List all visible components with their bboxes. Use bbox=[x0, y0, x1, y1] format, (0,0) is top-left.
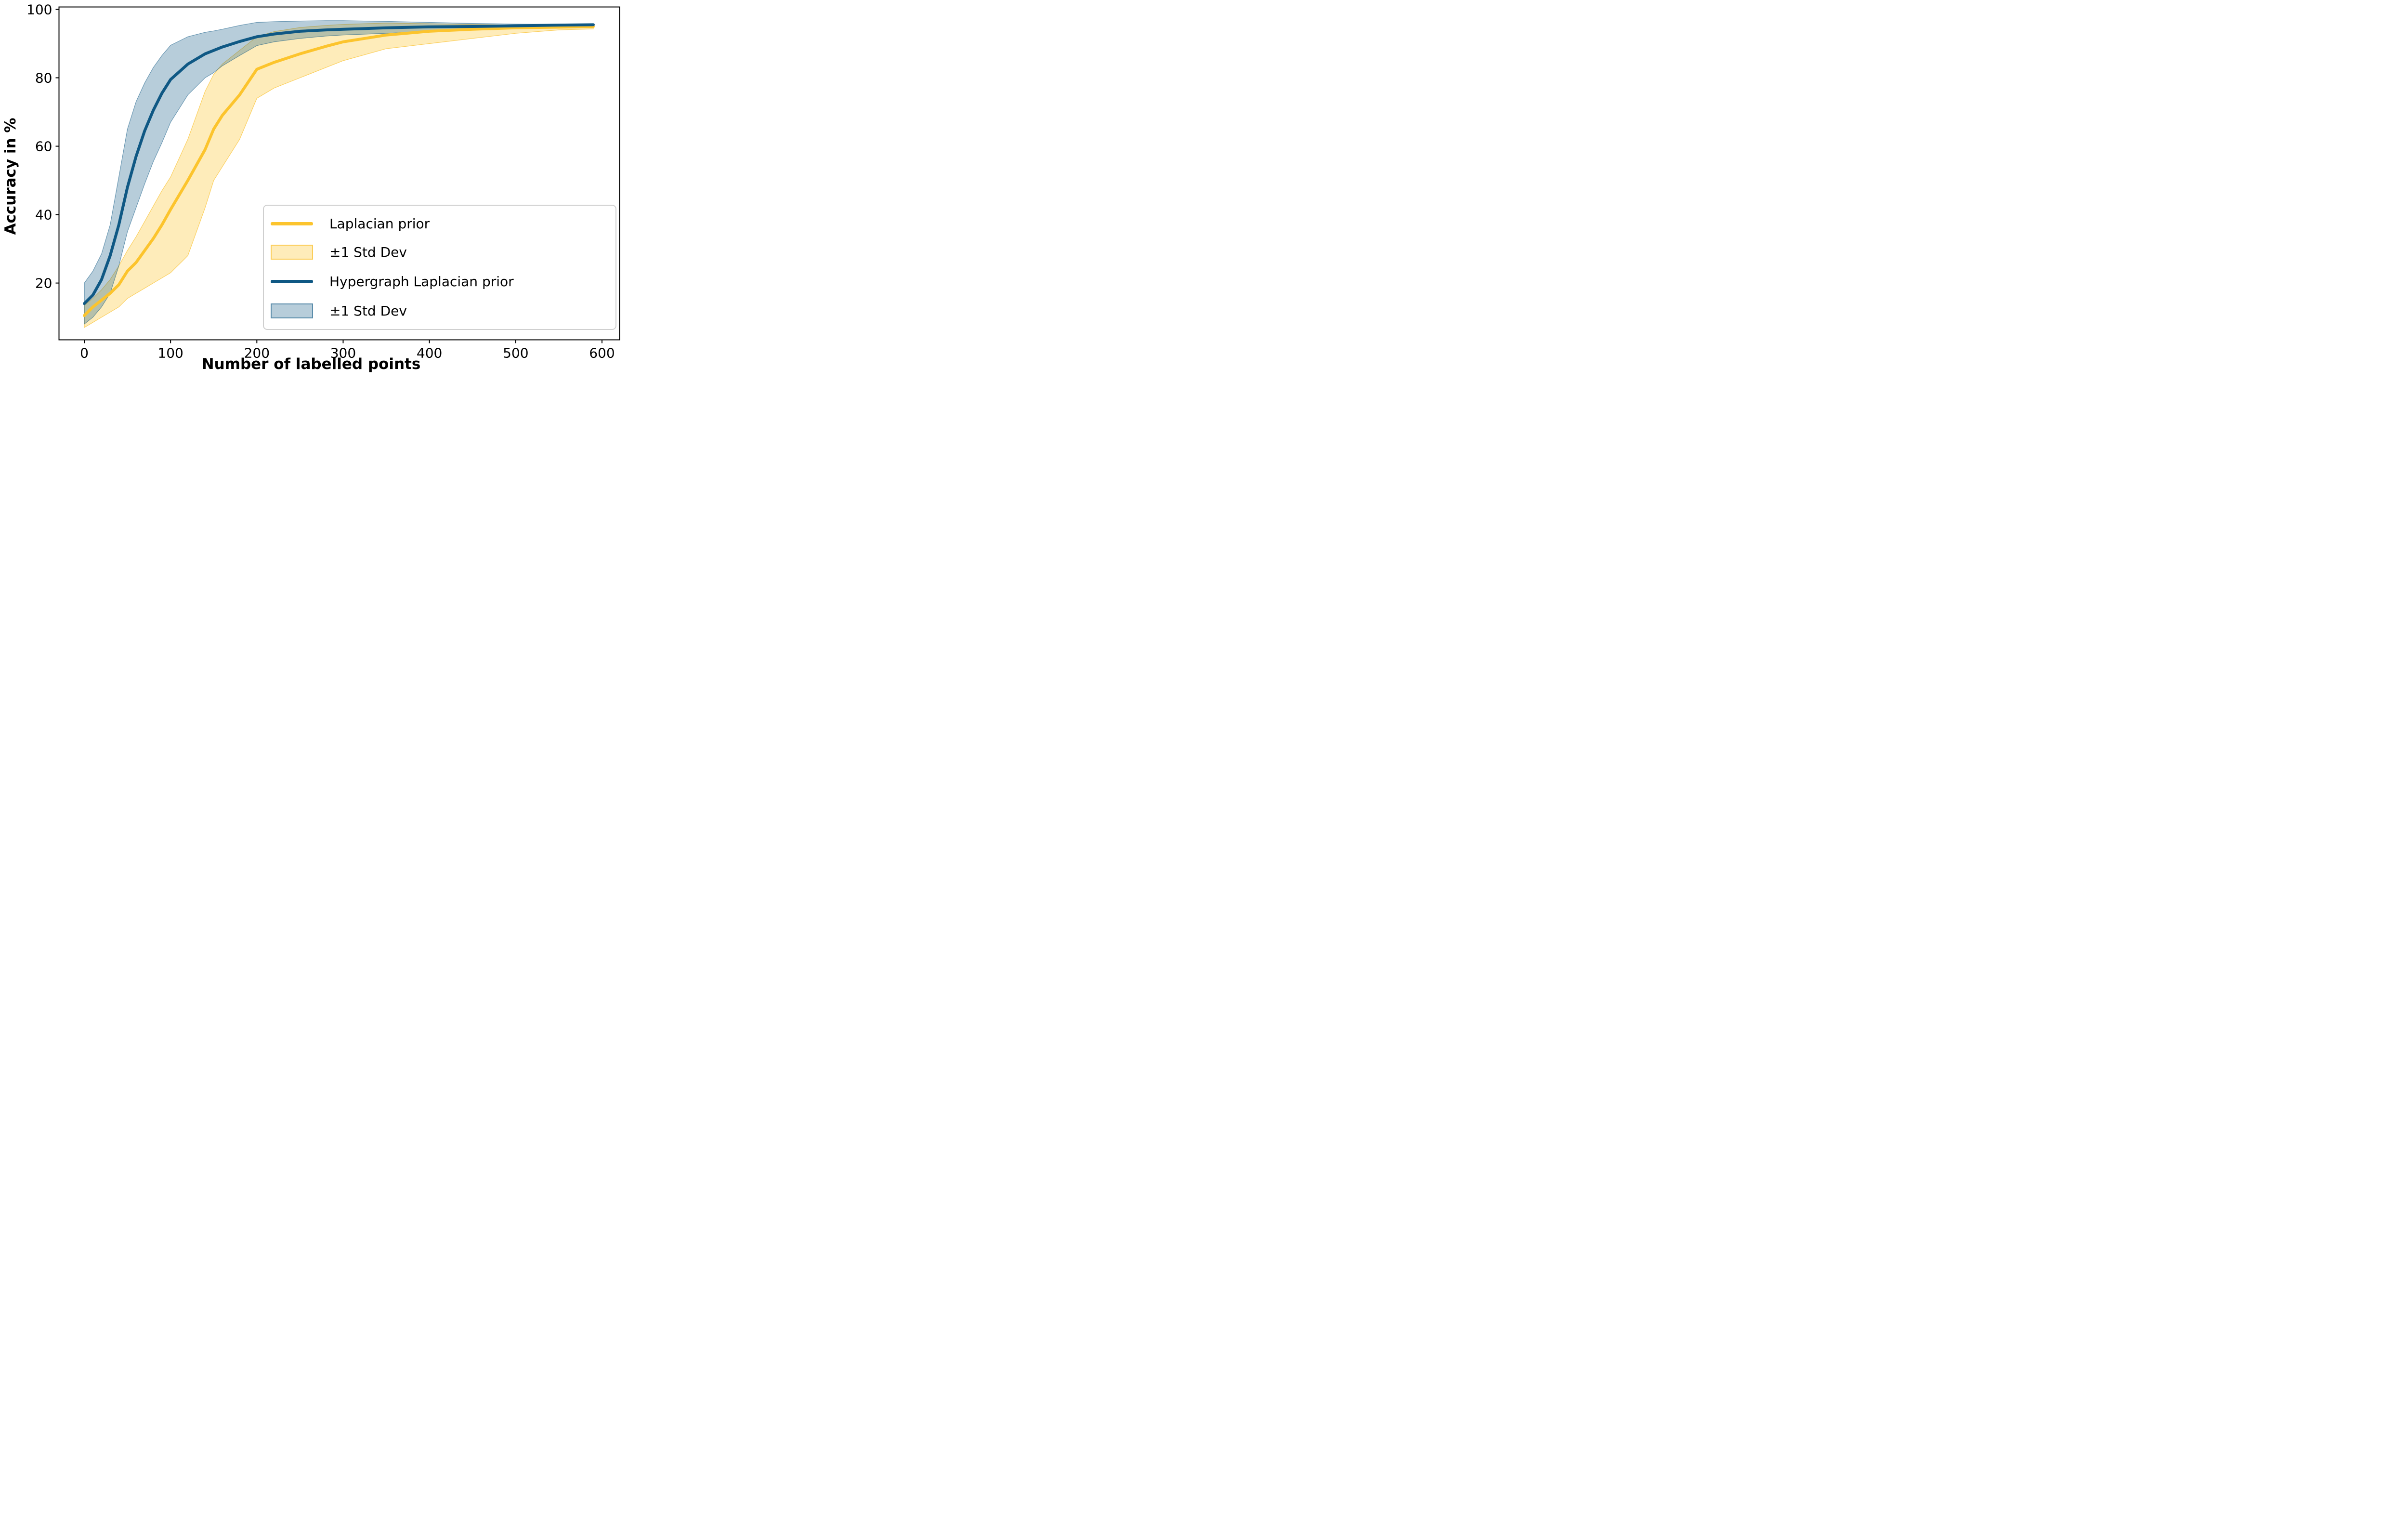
x-tick-label: 600 bbox=[589, 345, 615, 361]
x-tick-label: 0 bbox=[80, 345, 89, 361]
legend-label: ±1 Std Dev bbox=[329, 302, 407, 319]
legend-label: ±1 Std Dev bbox=[329, 244, 407, 260]
laplacian-mean-line bbox=[83, 25, 595, 317]
y-tick-label: 100 bbox=[26, 1, 52, 17]
laplacian-std-band bbox=[84, 23, 594, 328]
laplacian-line-swatch bbox=[271, 222, 313, 225]
legend-item-hypergraph-line: Hypergraph Laplacian prior bbox=[271, 273, 514, 289]
y-tick-label: 20 bbox=[35, 276, 52, 291]
axes-box bbox=[58, 6, 620, 341]
x-tick-label: 300 bbox=[330, 345, 356, 361]
y-tick-label: 40 bbox=[35, 207, 52, 223]
x-tick-label: 500 bbox=[503, 345, 528, 361]
y-axis-label: Accuracy in % bbox=[2, 118, 19, 235]
y-tick-label: 60 bbox=[35, 139, 52, 155]
legend-item-laplacian-band: ±1 Std Dev bbox=[271, 244, 407, 260]
chart-canvas: 0 100 200 300 400 500 600 20 40 60 80 100 bbox=[26, 1, 620, 361]
laplacian-band-swatch bbox=[271, 244, 313, 260]
x-tick-label: 100 bbox=[157, 345, 183, 361]
legend-label: Hypergraph Laplacian prior bbox=[329, 273, 514, 289]
x-axis-label: Number of labelled points bbox=[201, 355, 421, 373]
x-tick-label: 200 bbox=[244, 345, 270, 361]
x-tick-label: 400 bbox=[417, 345, 442, 361]
legend-item-hypergraph-band: ±1 Std Dev bbox=[271, 302, 407, 319]
y-tick-label: 80 bbox=[35, 70, 52, 86]
legend: Laplacian prior ±1 Std Dev Hypergraph La… bbox=[263, 205, 616, 330]
hypergraph-line-swatch bbox=[271, 279, 313, 283]
legend-label: Laplacian prior bbox=[329, 215, 430, 232]
hypergraph-band-swatch bbox=[271, 303, 313, 318]
legend-item-laplacian-line: Laplacian prior bbox=[271, 215, 430, 232]
hypergraph-mean-line bbox=[83, 23, 595, 305]
